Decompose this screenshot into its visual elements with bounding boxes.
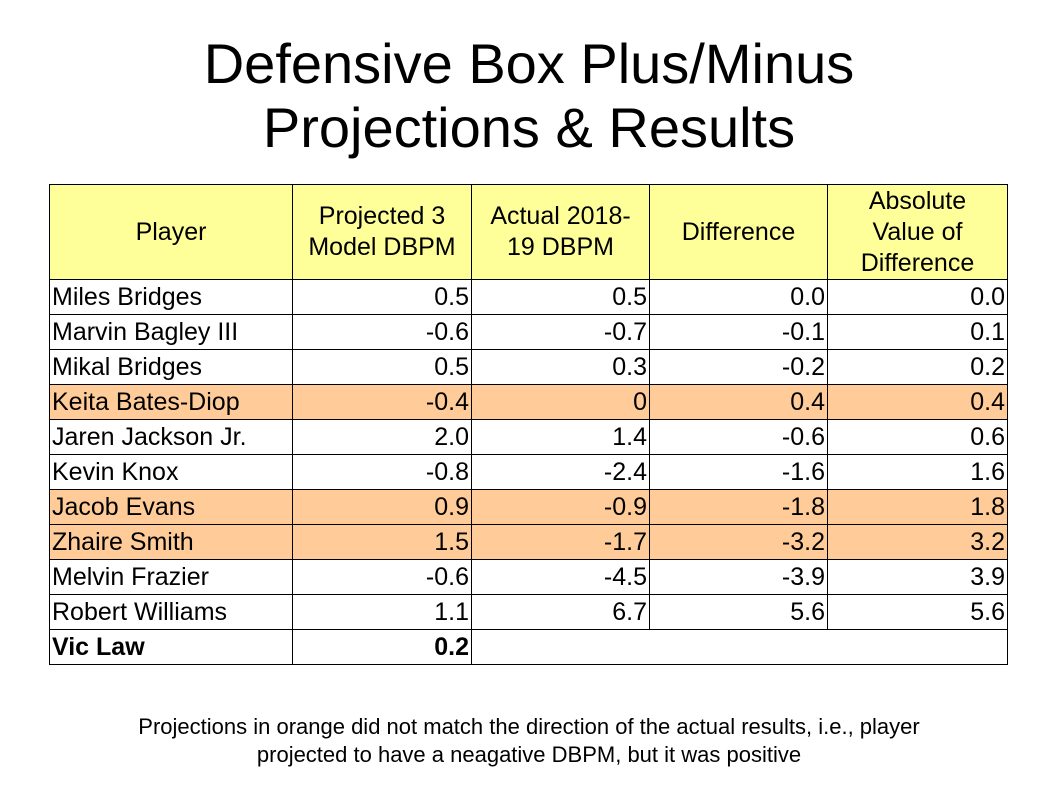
column-header-line: Player	[135, 217, 207, 246]
difference-cell: -3.9	[649, 559, 828, 595]
footnote-line-1: Projections in orange did not match the …	[138, 714, 920, 739]
difference-cell: 5.6	[649, 594, 828, 630]
actual-cell: -2.4	[471, 454, 650, 490]
table-row: Keita Bates-Diop -0.4 0 0.4 0.4	[49, 384, 1008, 420]
abs-difference-cell: 0.6	[827, 419, 1008, 455]
table-row: Vic Law 0.2	[49, 629, 1008, 665]
actual-cell: 0	[471, 384, 650, 420]
projected-cell: 2.0	[292, 419, 472, 455]
difference-cell: -0.1	[649, 314, 828, 350]
difference-cell: 0.4	[649, 384, 828, 420]
projected-cell: 1.5	[292, 524, 472, 560]
actual-cell: 1.4	[471, 419, 650, 455]
actual-cell: 0.5	[471, 279, 650, 315]
table-body: Miles Bridges 0.5 0.5 0.0 0.0 Marvin Bagley I…	[49, 279, 1008, 665]
difference-cell: -1.8	[649, 489, 828, 525]
table-row: Kevin Knox -0.8 -2.4 -1.6 1.6	[49, 454, 1008, 490]
table-row: Marvin Bagley III -0.6 -0.7 -0.1 0.1	[49, 314, 1008, 350]
column-header-line: Actual 2018-	[490, 202, 631, 230]
table-row: Zhaire Smith 1.5 -1.7 -3.2 3.2	[49, 524, 1008, 560]
projected-cell: 0.5	[292, 279, 472, 315]
player-name-cell: Miles Bridges	[49, 279, 293, 315]
column-header: Difference	[649, 184, 828, 280]
actual-cell: -1.7	[471, 524, 650, 560]
table-row: Jaren Jackson Jr. 2.0 1.4 -0.6 0.6	[49, 419, 1008, 455]
player-name-cell: Melvin Frazier	[49, 559, 293, 595]
player-name-cell: Robert Williams	[49, 594, 293, 630]
column-header: Actual 2018- 19 DBPM	[471, 184, 650, 280]
column-header-line: Absolute	[868, 186, 967, 215]
abs-difference-cell: 5.6	[827, 594, 1008, 630]
column-header-line: Projected 3	[318, 202, 446, 230]
column-header-line: Model DBPM	[308, 233, 456, 261]
footnote-line-2: projected to have a neagative DBPM, but …	[256, 742, 802, 767]
projected-cell: 0.5	[292, 349, 472, 385]
player-name-cell: Keita Bates-Diop	[49, 384, 293, 420]
projected-cell: 0.2	[292, 629, 472, 665]
player-name-cell: Kevin Knox	[49, 454, 293, 490]
column-header: Absolute Value of Difference	[827, 184, 1008, 280]
player-name-cell: Vic Law	[49, 629, 293, 665]
table-row: Miles Bridges 0.5 0.5 0.0 0.0	[49, 279, 1008, 315]
projected-cell: -0.8	[292, 454, 472, 490]
actual-cell: 6.7	[471, 594, 650, 630]
empty-cell	[471, 629, 1008, 665]
player-name-cell: Mikal Bridges	[49, 349, 293, 385]
column-header: Projected 3 Model DBPM	[292, 184, 472, 280]
difference-cell: 0.0	[649, 279, 828, 315]
actual-cell: -4.5	[471, 559, 650, 595]
projected-cell: -0.6	[292, 314, 472, 350]
column-header-line: Value of	[872, 217, 963, 246]
difference-cell: -0.6	[649, 419, 828, 455]
actual-cell: 0.3	[471, 349, 650, 385]
projected-cell: -0.4	[292, 384, 472, 420]
abs-difference-cell: 0.0	[827, 279, 1008, 315]
table-row: Robert Williams 1.1 6.7 5.6 5.6	[49, 594, 1008, 630]
header-row: Player Projected 3 Model DBPM Actual 2018- 1…	[49, 184, 1008, 280]
column-header-line: Difference	[681, 217, 796, 246]
column-header: Player	[49, 184, 293, 280]
abs-difference-cell: 0.4	[827, 384, 1008, 420]
projected-cell: 1.1	[292, 594, 472, 630]
player-name-cell: Jaren Jackson Jr.	[49, 419, 293, 455]
projected-cell: 0.9	[292, 489, 472, 525]
player-name-cell: Zhaire Smith	[49, 524, 293, 560]
title-line-2: Projections & Results	[262, 96, 796, 159]
dbpm-table: Player Projected 3 Model DBPM Actual 2018- 1…	[49, 184, 1008, 665]
title-line-1: Defensive Box Plus/Minus	[203, 32, 855, 95]
table-row: Melvin Frazier -0.6 -4.5 -3.9 3.9	[49, 559, 1008, 595]
footnote: Projections in orange did not match the …	[0, 713, 1058, 769]
abs-difference-cell: 3.9	[827, 559, 1008, 595]
difference-cell: -1.6	[649, 454, 828, 490]
abs-difference-cell: 1.6	[827, 454, 1008, 490]
column-header-line: Difference	[860, 248, 975, 277]
table-header: Player Projected 3 Model DBPM Actual 2018- 1…	[49, 184, 1008, 280]
abs-difference-cell: 3.2	[827, 524, 1008, 560]
abs-difference-cell: 0.1	[827, 314, 1008, 350]
abs-difference-cell: 1.8	[827, 489, 1008, 525]
player-name-cell: Marvin Bagley III	[49, 314, 293, 350]
page-title: Defensive Box Plus/Minus Projections & R…	[0, 32, 1058, 160]
projected-cell: -0.6	[292, 559, 472, 595]
player-name-cell: Jacob Evans	[49, 489, 293, 525]
abs-difference-cell: 0.2	[827, 349, 1008, 385]
column-header-line: 19 DBPM	[507, 233, 614, 261]
difference-cell: -0.2	[649, 349, 828, 385]
actual-cell: -0.9	[471, 489, 650, 525]
table-row: Jacob Evans 0.9 -0.9 -1.8 1.8	[49, 489, 1008, 525]
difference-cell: -3.2	[649, 524, 828, 560]
table-row: Mikal Bridges 0.5 0.3 -0.2 0.2	[49, 349, 1008, 385]
actual-cell: -0.7	[471, 314, 650, 350]
